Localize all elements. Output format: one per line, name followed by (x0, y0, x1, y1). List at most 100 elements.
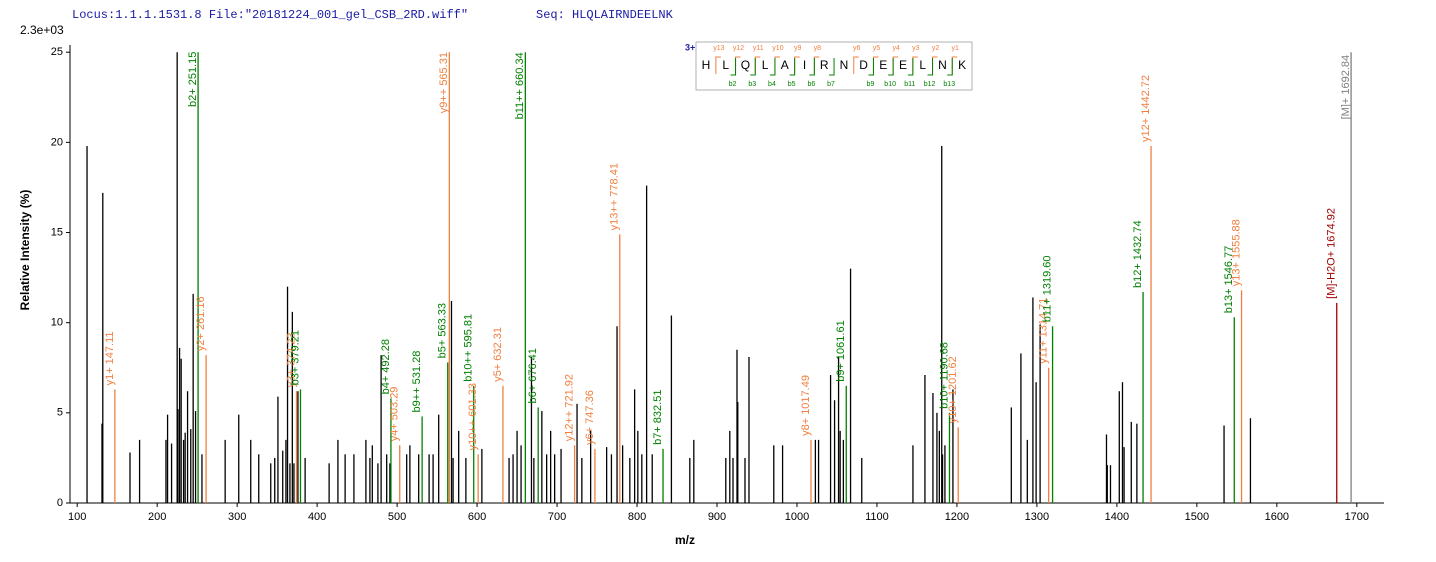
y-ion-label: y12 (733, 45, 744, 52)
x-tick-label: 1100 (865, 511, 889, 523)
peak-label: [M]+ 1692.84 (1340, 55, 1352, 120)
x-tick-label: 700 (548, 511, 566, 523)
residue: E (879, 58, 887, 72)
peak-label: y5+ 632.31 (492, 327, 504, 382)
residue: I (803, 58, 806, 72)
b-ion-label: b12 (924, 81, 936, 88)
y-ion-label: y2 (932, 45, 940, 52)
y-tick-label: 15 (51, 226, 63, 238)
residue: L (762, 58, 769, 72)
peak-label: b13+ 1546.77 (1223, 246, 1235, 314)
peak-label: y12++ 721.92 (563, 374, 575, 441)
peak-label: b11+ 1319.60 (1041, 256, 1053, 323)
b-ion-label: b2 (729, 81, 737, 88)
peak-label: y13+ 1555.88 (1230, 219, 1242, 286)
x-tick-label: 600 (468, 511, 486, 523)
peak-label: b12+ 1432.74 (1132, 220, 1144, 288)
y-ion-label: y8 (814, 45, 822, 52)
residue: H (702, 58, 711, 72)
b-ion-bracket (888, 58, 894, 76)
b-ion-bracket (730, 58, 737, 76)
residue: N (840, 58, 849, 72)
b-ion-label: b9 (867, 81, 875, 88)
header: Locus:1.1.1.1531.8 File:"20181224_001_ge… (72, 8, 468, 22)
y-ion-label: y13 (713, 45, 724, 52)
peak-label: b7+ 832.51 (652, 390, 664, 445)
peak-label: b10+ 1190.68 (938, 342, 950, 409)
peak-label: y9++ 565.31 (438, 52, 450, 113)
y-ion-label: y10 (772, 45, 783, 52)
y-tick-label: 20 (51, 136, 63, 148)
peak-label: y11+ 1314.71 (1038, 298, 1050, 364)
y-ion-bracket (951, 56, 958, 74)
peak-label: y10+ 1201.62 (947, 356, 959, 423)
peak-label: y12+ 1442.72 (1140, 75, 1152, 142)
b-ion-label: b3 (748, 81, 756, 88)
peak-label: y2+ 261.16 (195, 296, 207, 351)
peak-label: b9+ 1061.61 (835, 320, 847, 381)
residue: E (899, 58, 907, 72)
peak-label: [M]-H2O+ 1674.92 (1326, 208, 1338, 299)
b-ion-bracket (809, 58, 815, 76)
y-ion-label: y11 (753, 45, 764, 52)
y-tick-label: 0 (57, 497, 63, 509)
y-ion-label: y1 (952, 45, 960, 52)
b-ion-label: b5 (788, 81, 796, 88)
residue: D (859, 58, 868, 72)
b-ion-label: b10 (884, 81, 896, 88)
y-ion-bracket (813, 56, 820, 74)
residue: R (820, 58, 829, 72)
x-tick-label: 1700 (1345, 511, 1369, 523)
peak-label: b11++ 660.34 (514, 52, 526, 119)
x-tick-label: 200 (148, 511, 166, 523)
x-tick-label: 800 (628, 511, 646, 523)
b-ion-bracket (769, 58, 776, 76)
peak-label: b2+ 251.15 (187, 52, 199, 107)
peak-label: y4+ 503.29 (389, 387, 401, 442)
peak-label: y6+ 747.36 (584, 390, 596, 445)
x-tick-label: 400 (308, 511, 326, 523)
sequence-label: Seq: HLQLAIRNDEELNK (536, 8, 674, 22)
y-ion-label: y3 (912, 45, 920, 52)
x-axis-label: m/z (675, 533, 695, 547)
residue: L (919, 58, 926, 72)
y-ion-bracket (892, 56, 899, 74)
peak-label: y8+ 1017.49 (800, 375, 812, 436)
peak-label: b5+ 563.33 (437, 303, 449, 358)
y-ion-bracket (932, 56, 938, 74)
scale-label: 2.3e+03 (20, 23, 64, 37)
y-ion-bracket (754, 56, 761, 74)
b-ion-label: b7 (827, 81, 835, 88)
x-tick-label: 100 (68, 511, 86, 523)
y-axis-label: Relative Intensity (%) (18, 190, 32, 311)
residue: A (781, 58, 789, 72)
ladder-box (695, 41, 973, 91)
y-ion-bracket (872, 56, 879, 74)
peak-label: b10++ 595.81 (463, 314, 475, 382)
x-tick-label: 1500 (1185, 511, 1209, 523)
y-ion-bracket (794, 56, 800, 74)
y-ion-bracket (715, 56, 721, 74)
peak-label: b3+ 379.21 (289, 330, 301, 385)
x-tick-label: 1600 (1265, 511, 1289, 523)
residue: K (958, 58, 966, 72)
peak-label: y10++ 601.33 (467, 383, 479, 450)
b-ion-label: b6 (807, 81, 815, 88)
y-ion-label: y4 (892, 45, 900, 52)
peak-label: b9++ 531.28 (411, 351, 423, 413)
b-ion-bracket (927, 58, 934, 76)
x-tick-label: 500 (388, 511, 406, 523)
peak-label: b6+ 676.41 (527, 348, 539, 403)
y-tick-label: 10 (51, 317, 63, 329)
b-ion-bracket (907, 58, 914, 76)
y-ion-bracket (853, 56, 859, 74)
b-ion-bracket (789, 58, 796, 76)
residue: Q (741, 58, 750, 72)
x-tick-label: 1200 (945, 511, 969, 523)
y-ion-label: y9 (794, 45, 802, 52)
x-tick-label: 1400 (1105, 511, 1129, 523)
y-ion-bracket (774, 56, 780, 74)
x-tick-label: 900 (708, 511, 726, 523)
y-ion-bracket (912, 56, 918, 74)
